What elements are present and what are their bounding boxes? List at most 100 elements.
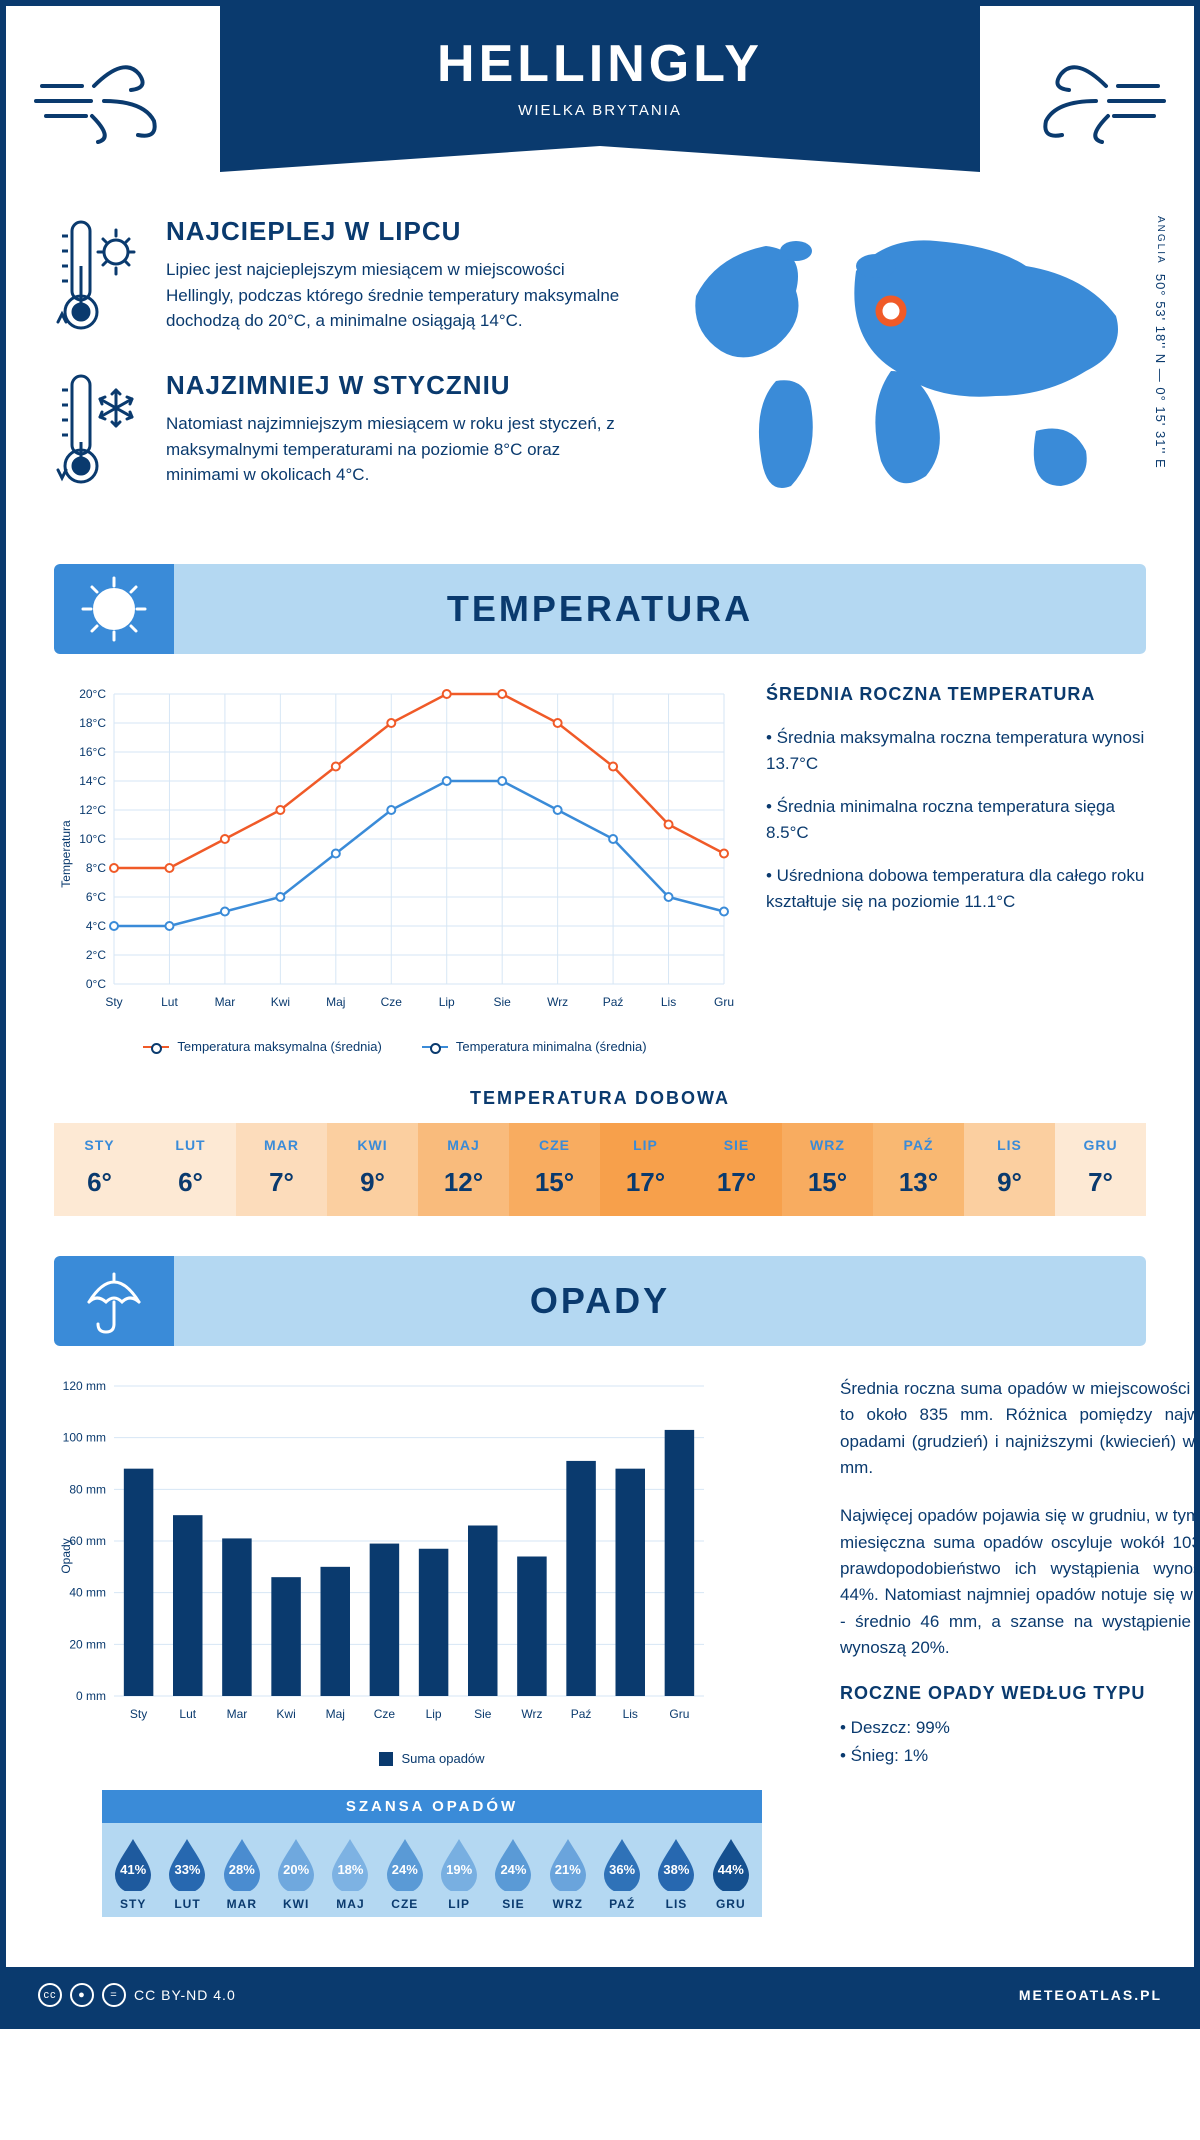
country-subtitle: WIELKA BRYTANIA <box>518 102 682 119</box>
thermometer-sun-icon <box>54 216 144 336</box>
temperature-summary: ŚREDNIA ROCZNA TEMPERATURA • Średnia mak… <box>766 684 1146 1054</box>
svg-text:Lip: Lip <box>426 1707 442 1721</box>
world-map-svg <box>666 216 1146 516</box>
license: cc ● = CC BY-ND 4.0 <box>38 1983 236 2007</box>
svg-text:8°C: 8°C <box>86 861 106 875</box>
svg-text:Sty: Sty <box>105 995 122 1009</box>
daily-cell: CZE15° <box>509 1123 600 1216</box>
svg-text:Kwi: Kwi <box>276 1707 295 1721</box>
title-banner: HELLINGLY WIELKA BRYTANIA <box>220 6 980 146</box>
chance-cell: 20%KWI <box>269 1837 323 1911</box>
svg-text:Lis: Lis <box>623 1707 638 1721</box>
svg-text:Wrz: Wrz <box>547 995 568 1009</box>
thermometer-snow-icon <box>54 370 144 490</box>
precip-bar-chart: 0 mm20 mm40 mm60 mm80 mm100 mm120 mmStyL… <box>54 1376 810 1917</box>
city-title: HELLINGLY <box>437 34 763 94</box>
fact-warmest-text: Lipiec jest najcieplejszym miesiącem w m… <box>166 257 636 334</box>
svg-text:60 mm: 60 mm <box>69 1534 106 1548</box>
svg-text:Paź: Paź <box>603 995 624 1009</box>
daily-temp-table: STY6°LUT6°MAR7°KWI9°MAJ12°CZE15°LIP17°SI… <box>54 1123 1146 1216</box>
svg-text:Maj: Maj <box>326 1707 345 1721</box>
svg-text:4°C: 4°C <box>86 919 106 933</box>
header: HELLINGLY WIELKA BRYTANIA <box>6 6 1194 186</box>
chance-cell: 36%PAŹ <box>595 1837 649 1911</box>
svg-text:Gru: Gru <box>669 1707 689 1721</box>
svg-text:14°C: 14°C <box>79 774 106 788</box>
daily-cell: STY6° <box>54 1123 145 1216</box>
fact-warmest-title: NAJCIEPLEJ W LIPCU <box>166 216 636 247</box>
chance-cell: 21%WRZ <box>541 1837 595 1911</box>
svg-text:Maj: Maj <box>326 995 345 1009</box>
svg-text:Paź: Paź <box>571 1707 592 1721</box>
intro-facts: NAJCIEPLEJ W LIPCU Lipiec jest najcieple… <box>54 216 636 524</box>
svg-text:Mar: Mar <box>215 995 236 1009</box>
svg-text:100 mm: 100 mm <box>63 1431 106 1445</box>
location-marker <box>879 299 903 323</box>
daily-cell: MAJ12° <box>418 1123 509 1216</box>
precip-chance: SZANSA OPADÓW 41%STY33%LUT28%MAR20%KWI18… <box>102 1790 762 1917</box>
svg-text:Lis: Lis <box>661 995 676 1009</box>
daily-cell: GRU7° <box>1055 1123 1146 1216</box>
fact-warmest: NAJCIEPLEJ W LIPCU Lipiec jest najcieple… <box>54 216 636 336</box>
svg-text:2°C: 2°C <box>86 948 106 962</box>
section-temperature-title: TEMPERATURA <box>447 588 753 630</box>
fact-coldest-text: Natomiast najzimniejszym miesiącem w rok… <box>166 411 636 488</box>
section-temperature-header: TEMPERATURA <box>54 564 1146 654</box>
svg-text:Lip: Lip <box>439 995 455 1009</box>
sun-icon <box>54 564 174 654</box>
svg-text:10°C: 10°C <box>79 832 106 846</box>
world-map: ANGLIA 50° 53' 18'' N — 0° 15' 31'' E <box>666 216 1146 524</box>
temperature-body: 0°C2°C4°C6°C8°C10°C12°C14°C16°C18°C20°CS… <box>6 684 1194 1074</box>
section-precip-header: OPADY <box>54 1256 1146 1346</box>
fact-coldest-title: NAJZIMNIEJ W STYCZNIU <box>166 370 636 401</box>
svg-text:120 mm: 120 mm <box>63 1379 106 1393</box>
chance-cell: 19%LIP <box>432 1837 486 1911</box>
daily-cell: PAŹ13° <box>873 1123 964 1216</box>
chance-cell: 44%GRU <box>704 1837 758 1911</box>
daily-cell: LIP17° <box>600 1123 691 1216</box>
svg-text:Sty: Sty <box>130 1707 147 1721</box>
svg-text:16°C: 16°C <box>79 745 106 759</box>
section-precip-title: OPADY <box>530 1280 670 1322</box>
wind-icon <box>34 46 174 146</box>
chance-cell: 24%CZE <box>378 1837 432 1911</box>
daily-cell: WRZ15° <box>782 1123 873 1216</box>
svg-text:Gru: Gru <box>714 995 734 1009</box>
page: HELLINGLY WIELKA BRYTANIA NAJCIEPLEJ W L… <box>0 0 1200 2029</box>
svg-text:12°C: 12°C <box>79 803 106 817</box>
svg-text:Lut: Lut <box>161 995 178 1009</box>
chance-cell: 18%MAJ <box>323 1837 377 1911</box>
umbrella-icon <box>54 1256 174 1346</box>
svg-text:Mar: Mar <box>227 1707 248 1721</box>
nd-icon: = <box>102 1983 126 2007</box>
temperature-line-chart: 0°C2°C4°C6°C8°C10°C12°C14°C16°C18°C20°CS… <box>54 684 736 1054</box>
svg-text:Kwi: Kwi <box>271 995 290 1009</box>
chance-cell: 28%MAR <box>215 1837 269 1911</box>
chance-cell: 41%STY <box>106 1837 160 1911</box>
svg-text:20°C: 20°C <box>79 687 106 701</box>
svg-text:Wrz: Wrz <box>521 1707 542 1721</box>
chance-cell: 33%LUT <box>160 1837 214 1911</box>
wind-icon <box>1026 46 1166 146</box>
daily-cell: LIS9° <box>964 1123 1055 1216</box>
svg-text:Temperatura: Temperatura <box>59 820 73 888</box>
precip-summary: Średnia roczna suma opadów w miejscowośc… <box>840 1376 1200 1917</box>
svg-text:18°C: 18°C <box>79 716 106 730</box>
precip-legend: Suma opadów <box>54 1751 810 1766</box>
daily-cell: KWI9° <box>327 1123 418 1216</box>
chance-cell: 24%SIE <box>486 1837 540 1911</box>
svg-text:Opady: Opady <box>59 1538 73 1573</box>
fact-coldest: NAJZIMNIEJ W STYCZNIU Natomiast najzimni… <box>54 370 636 490</box>
daily-cell: LUT6° <box>145 1123 236 1216</box>
footer: cc ● = CC BY-ND 4.0 METEOATLAS.PL <box>6 1967 1194 2023</box>
svg-text:Cze: Cze <box>374 1707 396 1721</box>
chance-cell: 38%LIS <box>649 1837 703 1911</box>
coordinates: ANGLIA 50° 53' 18'' N — 0° 15' 31'' E <box>1153 216 1168 469</box>
daily-temp-title: TEMPERATURA DOBOWA <box>6 1088 1194 1109</box>
by-icon: ● <box>70 1983 94 2007</box>
svg-text:Lut: Lut <box>179 1707 196 1721</box>
svg-text:Sie: Sie <box>494 995 512 1009</box>
daily-cell: SIE17° <box>691 1123 782 1216</box>
svg-text:6°C: 6°C <box>86 890 106 904</box>
daily-cell: MAR7° <box>236 1123 327 1216</box>
